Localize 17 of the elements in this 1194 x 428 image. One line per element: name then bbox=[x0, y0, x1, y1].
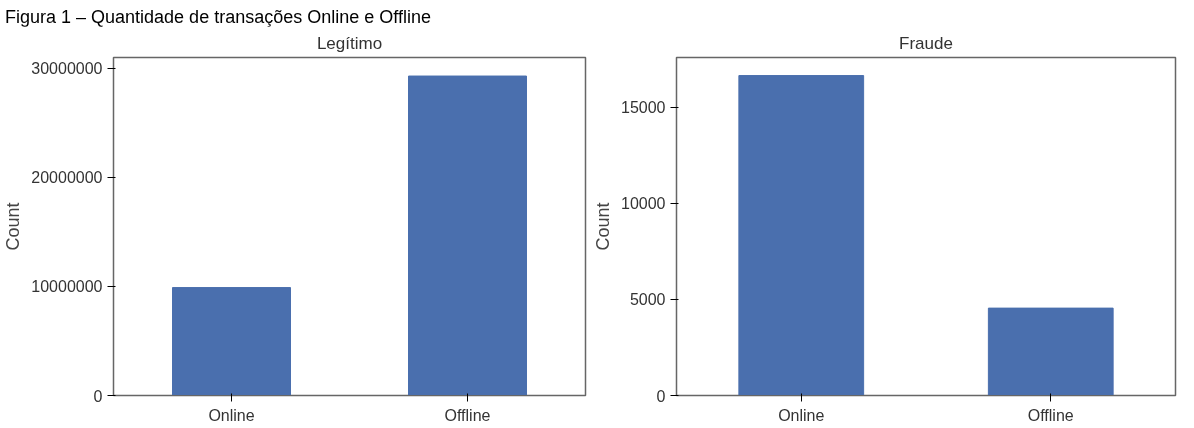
y-tick-label: 10000000 bbox=[31, 278, 103, 296]
y-axis-title: Count bbox=[3, 202, 24, 251]
y-tick-label: 30000000 bbox=[31, 60, 103, 78]
y-axis-title: Count bbox=[593, 202, 614, 251]
y-tick-label: 0 bbox=[656, 387, 666, 405]
y-tick-label: 5000 bbox=[629, 291, 666, 309]
y-tick-label: 0 bbox=[93, 387, 103, 405]
chart-title: Fraude bbox=[899, 33, 953, 53]
chart-title: Legítimo bbox=[316, 33, 383, 53]
x-tick-label: Offline bbox=[444, 406, 491, 424]
x-tick-label: Offline bbox=[1027, 406, 1074, 424]
y-tick-label: 20000000 bbox=[31, 169, 103, 187]
y-tick-label: 10000 bbox=[621, 195, 666, 213]
x-tick-label: Online bbox=[208, 406, 255, 424]
text: Figura 1 – Quantidade de transações Online e Offline bbox=[5, 6, 431, 29]
y-tick-label: 15000 bbox=[621, 99, 666, 117]
x-tick-label: Online bbox=[778, 406, 825, 424]
